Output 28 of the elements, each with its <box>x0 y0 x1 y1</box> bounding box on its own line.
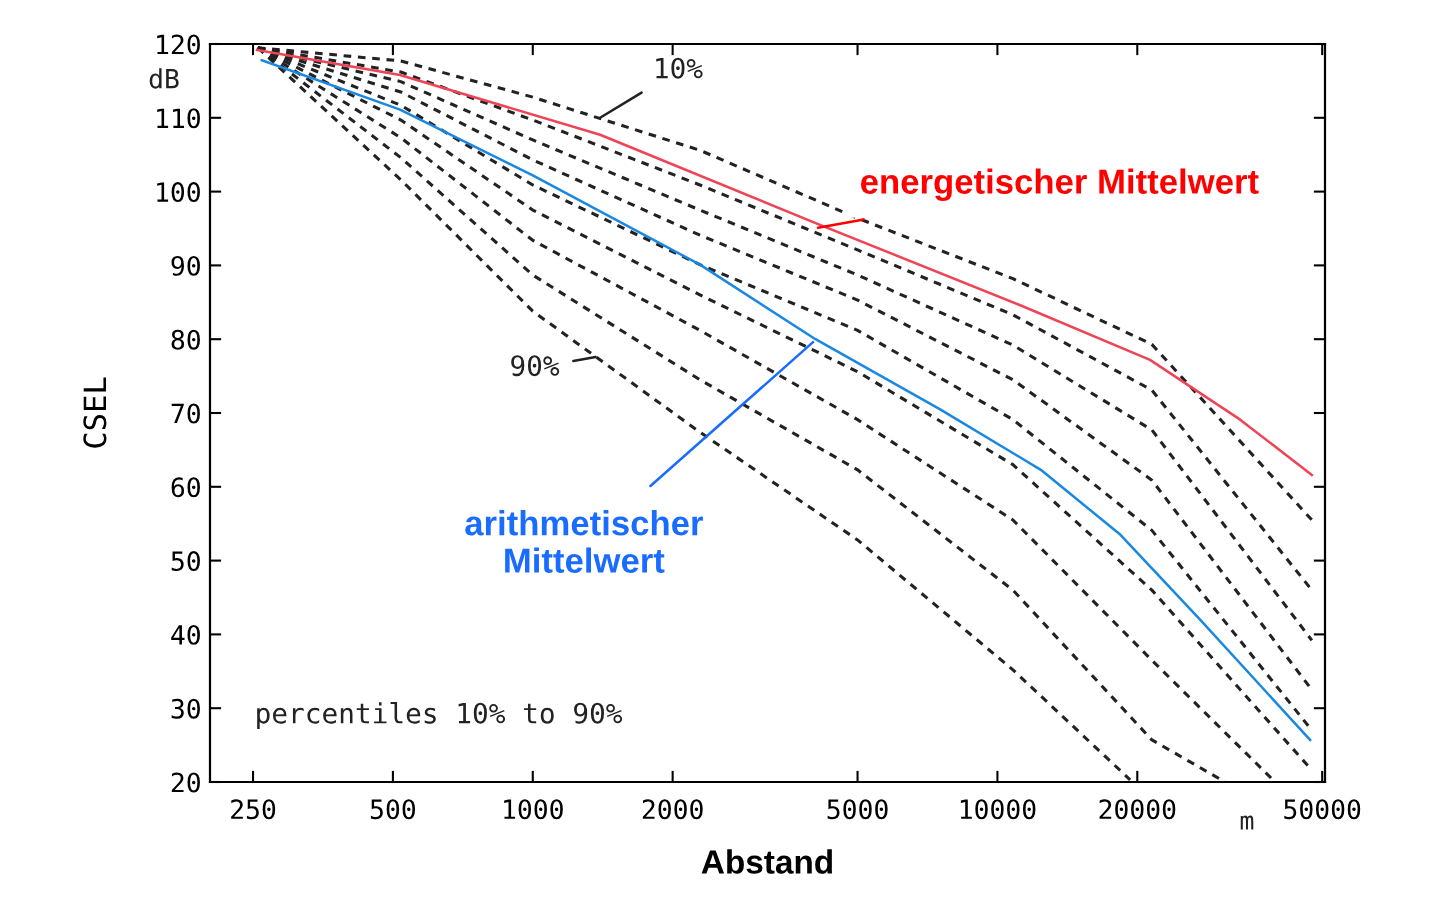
y-tick-label: 80 <box>171 329 200 350</box>
x-tick-label: 2000 <box>642 799 703 820</box>
x-tick-label: 250 <box>231 799 276 820</box>
y-tick-label: 20 <box>171 772 200 793</box>
y-tick-label: 40 <box>171 624 200 645</box>
annotation: 90% <box>511 355 560 377</box>
y-tick-label: 50 <box>171 551 200 572</box>
y-tick-label: 70 <box>171 403 200 424</box>
text: m <box>1240 815 1254 830</box>
annotation: percentiles 10% to 90% <box>257 702 623 730</box>
x-tick-label: 5000 <box>827 799 888 820</box>
annotation: energetischer Mittelwert <box>861 168 1259 201</box>
x-tick-label: 10000 <box>960 799 1036 820</box>
y-tick-label: 90 <box>171 255 200 276</box>
x-tick-label: 1000 <box>504 799 563 820</box>
x-tick-label: 50000 <box>1284 799 1361 820</box>
y-axis-title: CSEL <box>83 377 107 448</box>
y-tick-label: 120 <box>157 34 200 55</box>
x-tick-label: 500 <box>370 799 416 820</box>
y-tick-label: 110 <box>157 108 200 129</box>
annotation: 10% <box>656 57 703 79</box>
y-tick-label: 60 <box>171 477 200 498</box>
annotation: arithmetischer Mittelwert <box>465 510 703 573</box>
y-tick-label: 100 <box>157 182 200 203</box>
x-axis-title: Abstand <box>701 849 832 874</box>
text: dB <box>149 68 179 89</box>
y-tick-label: 30 <box>171 698 200 719</box>
x-tick-label: 20000 <box>1099 799 1176 820</box>
